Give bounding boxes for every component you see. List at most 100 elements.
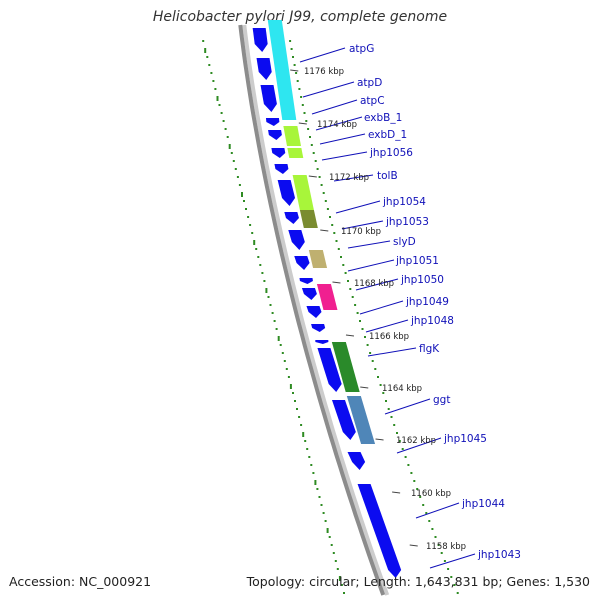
leader-line (341, 220, 384, 230)
track-dot (283, 360, 286, 362)
track-dot (331, 224, 334, 226)
tick-mark (332, 281, 341, 284)
track-dot (285, 368, 288, 370)
leader-line (311, 99, 358, 115)
track-dot (296, 80, 299, 82)
cds-arrow (256, 58, 272, 80)
track-dot (226, 136, 229, 138)
gene-label[interactable]: exbB_1 (364, 112, 402, 124)
track-dot (289, 40, 292, 42)
tick-mark (392, 491, 401, 494)
track-dot (216, 96, 219, 101)
track-dot (354, 304, 357, 306)
track-dot (238, 184, 241, 186)
cds-arrow (306, 306, 322, 318)
track-dot (416, 488, 419, 490)
tick-mark (308, 175, 317, 178)
gene-label[interactable]: atpG (349, 43, 374, 55)
track-dot (301, 104, 304, 106)
cds-track (252, 28, 402, 578)
leader-line (429, 553, 476, 569)
cog-gene-block (346, 396, 376, 444)
gene-label[interactable]: jhp1053 (385, 216, 429, 228)
track-dot (224, 128, 227, 130)
gene-label[interactable]: jhp1044 (461, 498, 505, 510)
track-dot (307, 128, 310, 130)
track-dot (401, 448, 404, 450)
track-dot (281, 352, 284, 354)
track-dot (206, 56, 209, 58)
cds-arrow (274, 164, 289, 174)
track-dot (257, 256, 260, 258)
cog-track (267, 20, 376, 444)
track-dot (251, 232, 254, 234)
track-dot (292, 56, 294, 58)
cds-arrow (315, 340, 329, 344)
tick-label: 1176 kbp (304, 67, 344, 77)
track-dot (265, 288, 268, 293)
gene-label[interactable]: exbD_1 (368, 129, 407, 141)
cds-arrow (252, 28, 268, 52)
gene-label[interactable]: slyD (393, 236, 416, 248)
track-dot (349, 288, 352, 290)
track-dot (320, 184, 323, 186)
gene-label[interactable]: jhp1050 (400, 274, 444, 286)
track-dot (294, 400, 296, 402)
gene-label[interactable]: jhp1043 (477, 549, 521, 561)
track-dot (419, 496, 422, 498)
gene-label[interactable]: jhp1048 (410, 315, 454, 327)
track-dot (356, 312, 359, 314)
gene-label[interactable]: jhp1045 (443, 433, 487, 445)
track-dot (263, 280, 266, 282)
track-dot (410, 472, 413, 474)
track-dot (298, 416, 301, 418)
gene-label[interactable]: atpC (360, 95, 385, 107)
track-dot (437, 544, 440, 546)
track-dot (232, 160, 235, 162)
track-dot (413, 480, 416, 482)
gene-label[interactable]: tolB (377, 170, 398, 182)
cds-arrow (277, 180, 296, 206)
track-dot (243, 200, 245, 202)
track-dot (255, 248, 258, 250)
gene-label[interactable]: jhp1051 (395, 255, 439, 267)
cds-arrow (347, 452, 366, 470)
cog-gene-block (287, 148, 304, 158)
track-dot (340, 584, 343, 586)
gene-label[interactable]: jhp1056 (369, 147, 413, 159)
gene-label[interactable]: flgK (419, 343, 440, 355)
track-dot (230, 152, 233, 154)
track-dot (241, 192, 243, 197)
gene-label[interactable]: jhp1049 (405, 296, 449, 308)
tick-label: 1174 kbp (317, 120, 357, 130)
track-dot (326, 528, 329, 533)
track-dot (326, 208, 329, 210)
cds-arrow (271, 148, 286, 158)
tick-label: 1158 kbp (426, 542, 466, 552)
track-dot (247, 216, 250, 218)
track-dot (290, 48, 293, 50)
track-dot (425, 512, 428, 514)
track-dot (447, 568, 450, 570)
track-dot (293, 64, 296, 66)
track-dot (303, 112, 306, 114)
track-dot (333, 232, 336, 234)
gene-label[interactable]: atpD (357, 77, 382, 89)
track-dot (300, 424, 303, 426)
track-dot (261, 272, 264, 274)
track-dot (318, 176, 321, 178)
track-dot (310, 464, 313, 466)
track-dot (344, 272, 347, 274)
cds-arrow (311, 324, 326, 332)
track-dot (249, 224, 252, 226)
track-dot (393, 424, 396, 426)
track-dot (287, 376, 290, 378)
track-dot (387, 408, 390, 410)
tick-label: 1170 kbp (341, 227, 381, 237)
cds-arrow (317, 348, 342, 392)
gene-label[interactable]: ggt (433, 394, 450, 406)
track-dot (302, 432, 305, 437)
track-dot (267, 296, 270, 298)
tick-mark (360, 386, 369, 389)
gene-label[interactable]: jhp1054 (382, 196, 426, 208)
